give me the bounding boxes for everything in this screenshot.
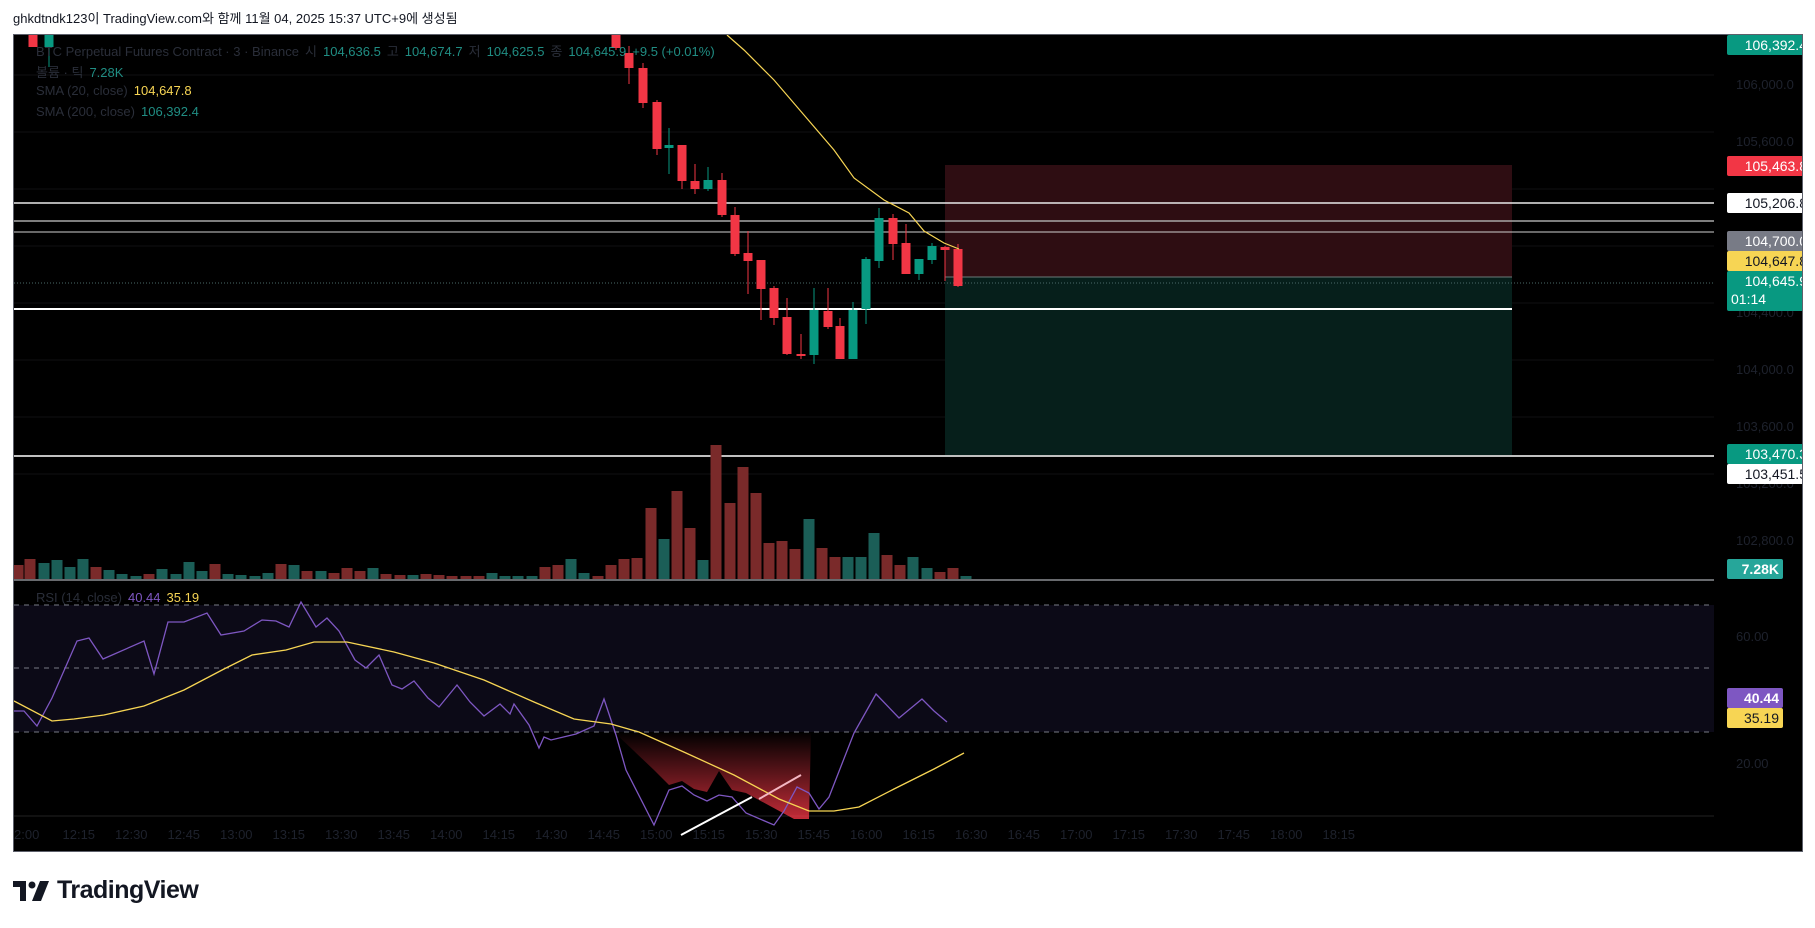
rsi-oversold-fill <box>614 732 811 819</box>
chart-canvas[interactable]: BTC Perpetual Futures Contract · 3 · Bin… <box>13 34 1803 852</box>
time-tick: 16:00 <box>850 827 883 842</box>
price-tick: 105,600.0 <box>1736 134 1794 149</box>
legend-sma200: SMA (200, close) 106,392.4 <box>36 104 199 119</box>
rsi-ma-tag: 35.19 <box>1727 708 1783 728</box>
brand-name: TradingView <box>57 876 199 904</box>
legend-volume: 볼륨 · 틱 7.28K <box>36 65 124 80</box>
trend-line-drawing-2[interactable] <box>758 774 802 800</box>
time-tick: 14:00 <box>430 827 463 842</box>
time-tick: 12:30 <box>115 827 148 842</box>
price-tick: 106,000.0 <box>1736 77 1794 92</box>
time-tick: 15:00 <box>640 827 673 842</box>
line-price-tag: 105,206.8 <box>1727 193 1802 213</box>
time-tick: 15:30 <box>745 827 778 842</box>
rsi-line <box>14 600 948 827</box>
time-tick: 17:00 <box>1060 827 1093 842</box>
sma200-price-tag: 106,392.4 <box>1727 35 1802 55</box>
time-tick: 13:45 <box>377 827 411 842</box>
take-profit-zone[interactable] <box>945 277 1512 455</box>
chart-caption: ghkdtndk123이 TradingView.com와 함께 11월 04,… <box>13 11 458 26</box>
time-tick: 16:30 <box>955 827 988 842</box>
line-price-tag-mid: 104,700.0 <box>1727 231 1802 251</box>
time-tick: 17:30 <box>1165 827 1198 842</box>
sma20-line <box>726 35 960 250</box>
tradingview-logo-icon <box>13 880 49 901</box>
rsi-ma-line <box>14 641 965 812</box>
rsi-tick: 60.00 <box>1736 629 1769 644</box>
candlesticks <box>28 35 963 364</box>
time-tick: 16:15 <box>902 827 936 842</box>
time-tick: 2:00 <box>14 827 40 842</box>
legend-sma20: SMA (20, close) 104,647.8 <box>36 83 192 98</box>
time-tick: 12:15 <box>62 827 96 842</box>
price-tick: 104,000.0 <box>1736 362 1794 377</box>
last-price-tag: 104,645.9 01:14 <box>1727 271 1803 311</box>
time-tick: 13:30 <box>325 827 358 842</box>
time-tick: 14:45 <box>587 827 621 842</box>
legend-ohlc: BTC Perpetual Futures Contract · 3 · Bin… <box>36 44 715 59</box>
price-tick: 102,800.0 <box>1736 533 1794 548</box>
last-price: 104,645.9 <box>1744 273 1803 289</box>
rsi-tick: 20.00 <box>1736 756 1769 771</box>
sma20-price-tag: 104,647.8 <box>1727 251 1802 271</box>
trend-line-drawing[interactable] <box>680 796 753 836</box>
time-tick: 17:15 <box>1112 827 1146 842</box>
stop-loss-price-tag: 105,463.8 <box>1727 156 1802 176</box>
legend-rsi: RSI (14, close) 40.44 35.19 <box>36 590 200 605</box>
time-tick: 12:45 <box>167 827 201 842</box>
line-price-tag-lower: 103,451.5 <box>1727 464 1802 484</box>
time-tick: 18:15 <box>1322 827 1356 842</box>
chart-drawing-layer[interactable] <box>14 35 1803 852</box>
volume-bars <box>14 445 972 579</box>
time-tick: 15:15 <box>692 827 726 842</box>
bar-countdown: 01:14 <box>1731 291 1767 307</box>
time-tick: 17:45 <box>1217 827 1251 842</box>
time-tick: 14:15 <box>482 827 516 842</box>
time-tick: 16:45 <box>1007 827 1041 842</box>
target-price-tag: 103,470.3 <box>1727 444 1802 464</box>
rsi-tag: 40.44 <box>1727 688 1783 708</box>
time-tick: 13:00 <box>220 827 253 842</box>
price-tick: 103,600.0 <box>1736 419 1794 434</box>
time-tick: 13:15 <box>272 827 306 842</box>
time-tick: 18:00 <box>1270 827 1303 842</box>
time-tick: 14:30 <box>535 827 568 842</box>
tradingview-logo[interactable]: TradingView <box>13 876 199 905</box>
volume-tag: 7.28K <box>1727 559 1783 579</box>
time-tick: 15:45 <box>797 827 831 842</box>
